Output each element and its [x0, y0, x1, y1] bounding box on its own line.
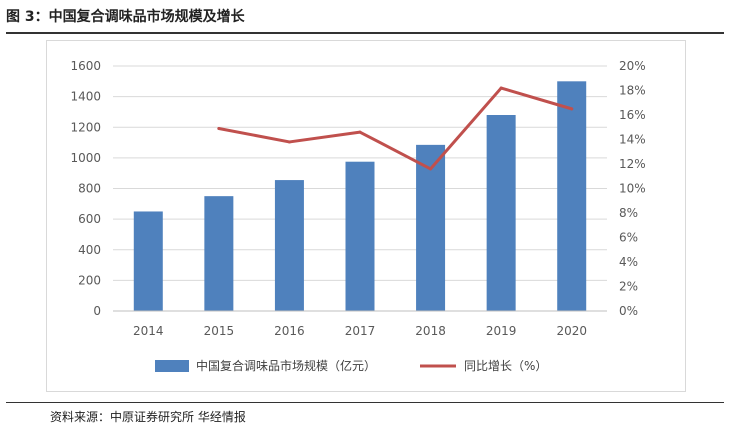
bar	[133, 211, 163, 311]
bar	[416, 144, 446, 311]
legend: 中国复合调味品市场规模（亿元） 同比增长（%）	[155, 358, 547, 373]
y-left-tick-label: 1400	[70, 90, 101, 104]
y-right-tick-label: 16%	[619, 108, 646, 122]
source-rule	[6, 402, 724, 403]
figure-title: 图 3：中国复合调味品市场规模及增长	[6, 9, 245, 25]
bar-series	[133, 81, 587, 311]
y-right-tick-label: 10%	[619, 182, 646, 196]
x-tick-label: 2014	[133, 324, 164, 338]
y-right-tick-label: 0%	[619, 304, 638, 318]
title-rule	[6, 32, 724, 34]
growth-point	[358, 130, 362, 134]
growth-point	[429, 167, 433, 171]
growth-point	[217, 126, 221, 130]
x-tick-label: 2020	[556, 324, 587, 338]
y-right-tick-label: 20%	[619, 59, 646, 73]
left-axis: 0 200 400 600 800 1000 1200 1400 1600	[70, 59, 101, 318]
y-right-tick-label: 6%	[619, 231, 638, 245]
y-right-tick-label: 8%	[619, 206, 638, 220]
y-left-tick-label: 1600	[70, 59, 101, 73]
legend-swatch-bar	[155, 360, 189, 372]
x-tick-label: 2017	[345, 324, 376, 338]
y-right-tick-label: 18%	[619, 84, 646, 98]
growth-point	[499, 86, 503, 90]
growth-point	[570, 107, 574, 111]
right-axis: 0% 2% 4% 6% 8% 10% 12% 14% 16% 18% 20%	[619, 59, 646, 318]
x-tick-label: 2019	[486, 324, 517, 338]
bar	[274, 180, 304, 311]
line-series	[217, 86, 574, 171]
y-left-tick-label: 800	[78, 182, 101, 196]
growth-line	[217, 86, 574, 171]
bar	[486, 115, 516, 311]
y-left-tick-label: 1200	[70, 120, 101, 134]
growth-point	[287, 140, 291, 144]
x-axis: 2014 2015 2016 2017 2018 2019 2020	[113, 310, 607, 338]
legend-label-bar: 中国复合调味品市场规模（亿元）	[196, 358, 376, 373]
source-note: 资料来源：中原证券研究所 华经情报	[50, 410, 246, 424]
bar	[557, 81, 587, 311]
bar	[345, 161, 375, 311]
y-right-tick-label: 2%	[619, 280, 638, 294]
y-right-tick-label: 14%	[619, 133, 646, 147]
x-tick-label: 2018	[415, 324, 446, 338]
y-right-tick-label: 12%	[619, 157, 646, 171]
y-right-tick-label: 4%	[619, 255, 638, 269]
chart-frame	[46, 40, 686, 392]
y-left-tick-label: 600	[78, 212, 101, 226]
y-left-tick-label: 400	[78, 243, 101, 257]
bar	[204, 196, 234, 311]
x-tick-label: 2016	[274, 324, 305, 338]
legend-label-line: 同比增长（%）	[464, 359, 547, 373]
y-left-tick-label: 0	[93, 304, 101, 318]
x-tick-label: 2015	[204, 324, 235, 338]
y-left-tick-label: 200	[78, 273, 101, 287]
y-left-tick-label: 1000	[70, 151, 101, 165]
